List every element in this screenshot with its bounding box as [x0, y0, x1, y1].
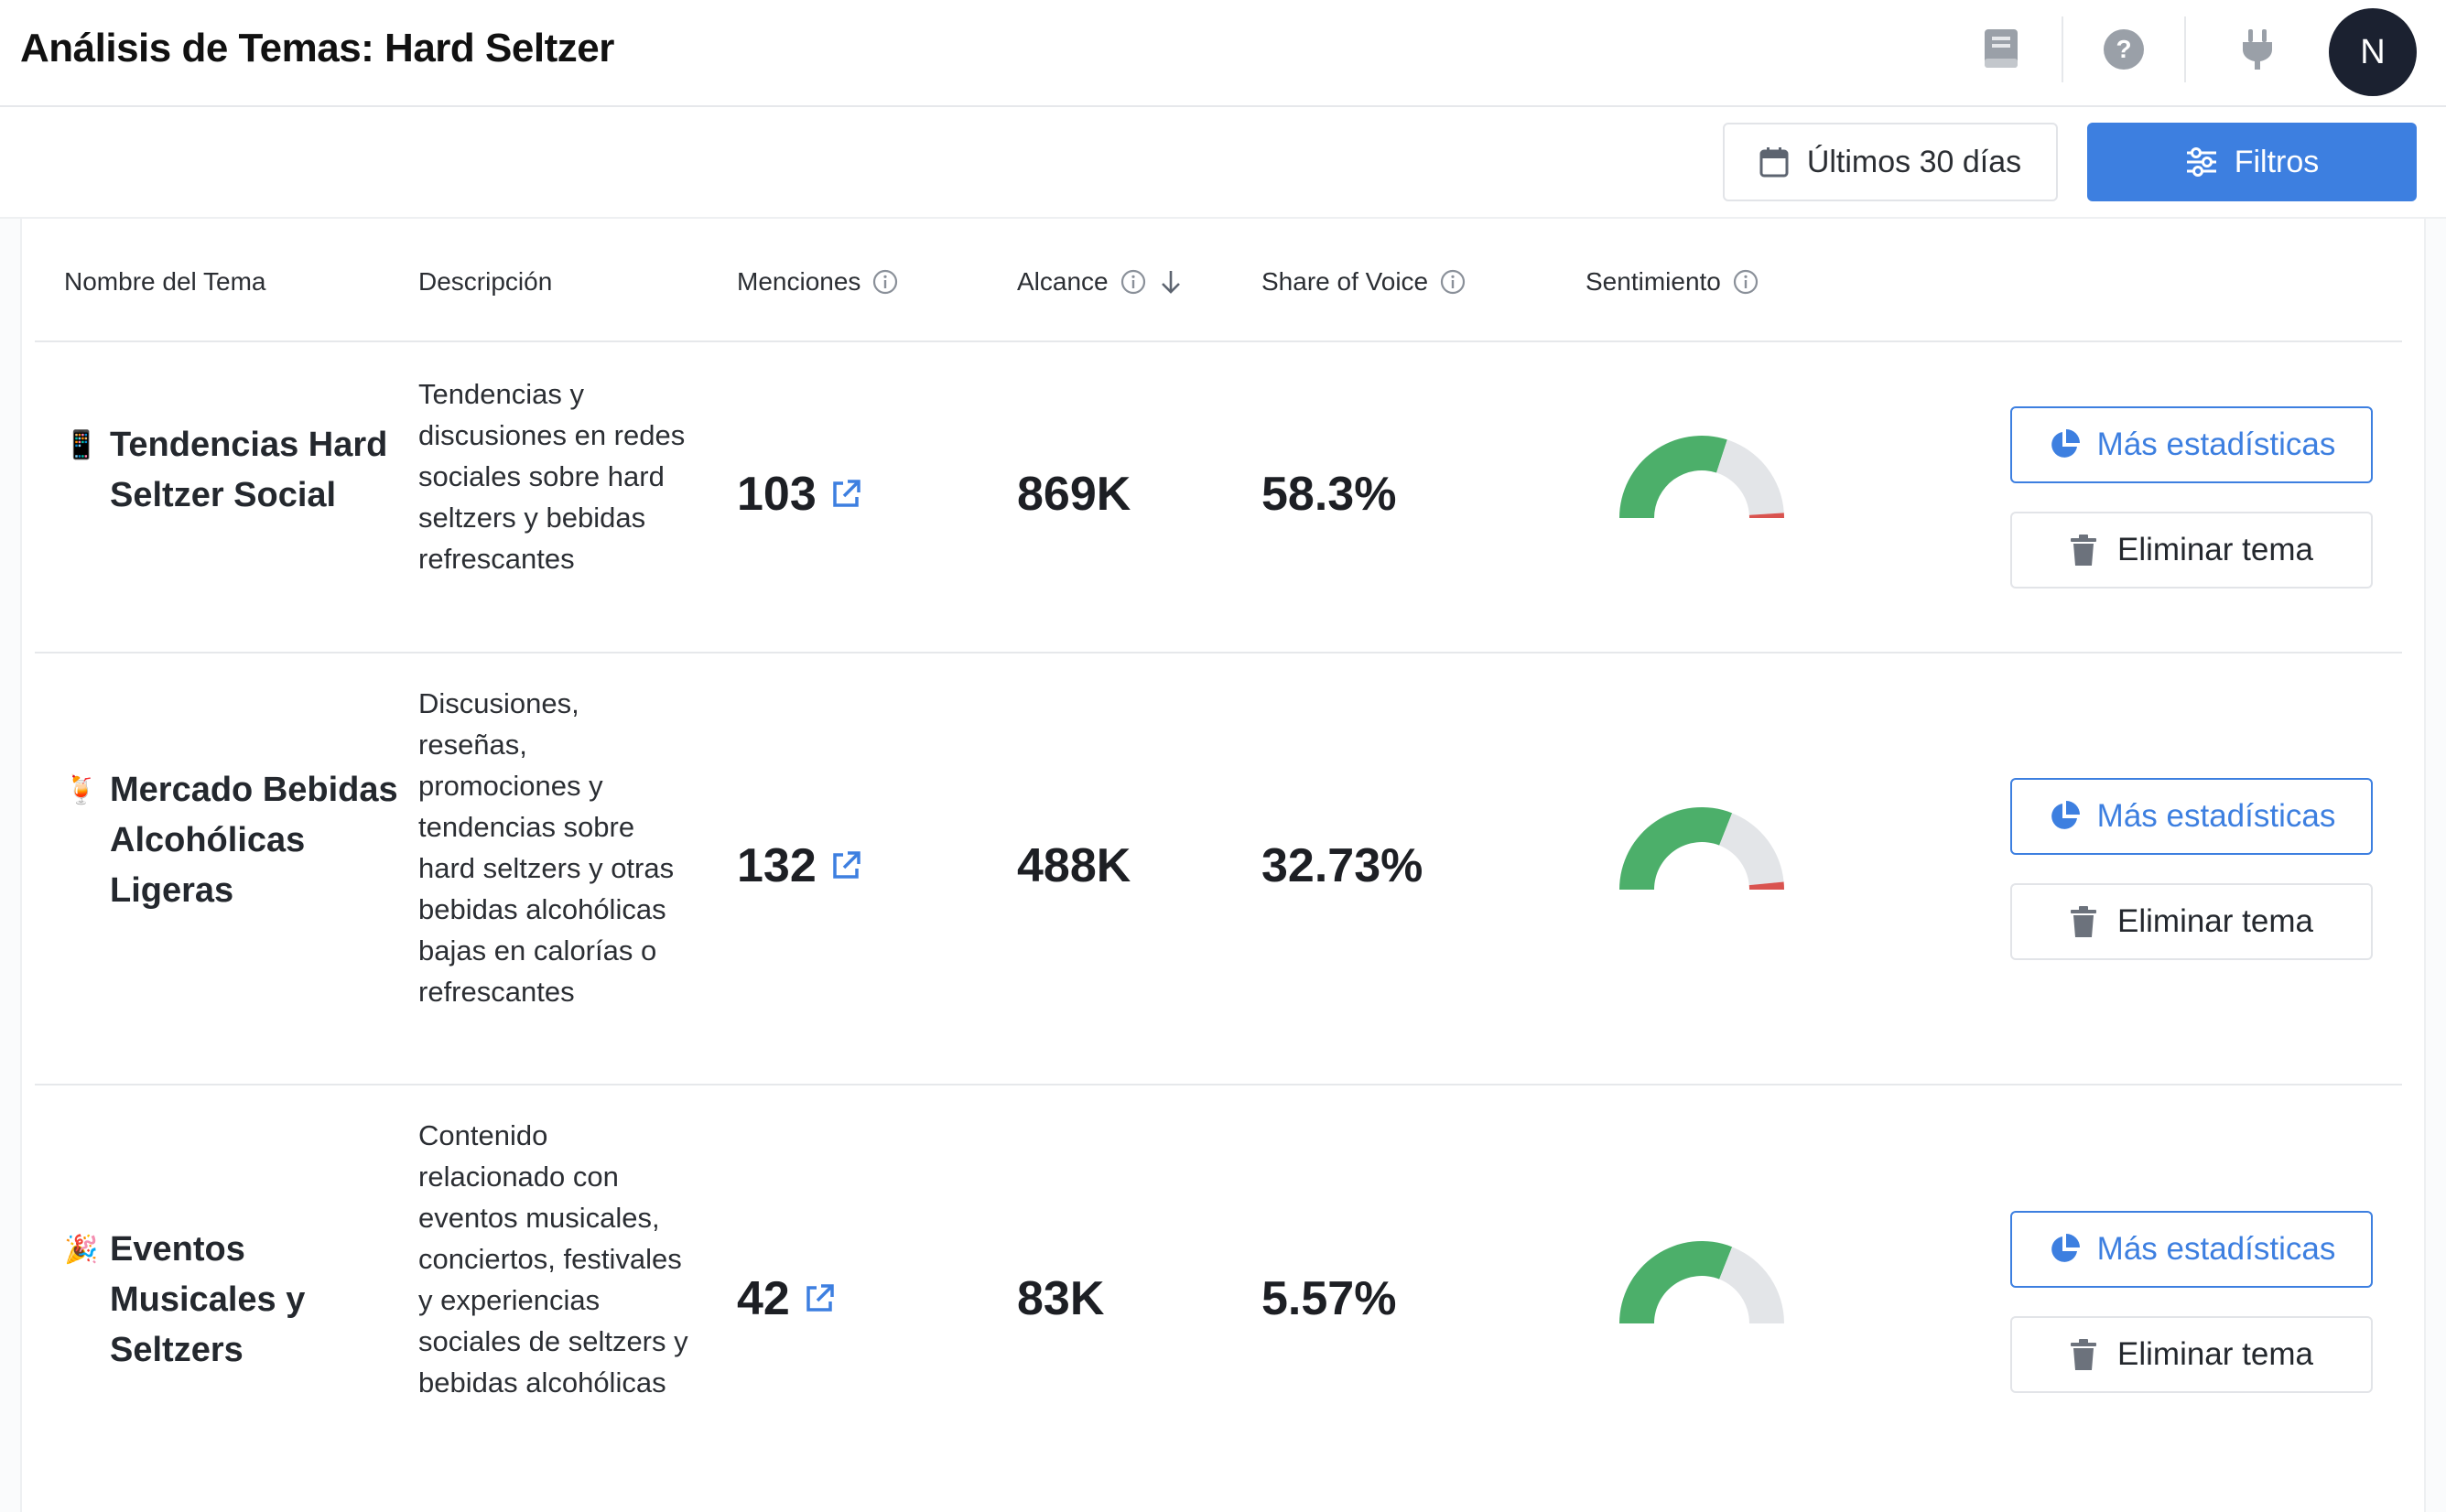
mentions-value[interactable]: 132 [737, 838, 864, 893]
share-of-voice-value: 5.57% [1261, 1272, 1397, 1325]
header-divider [2184, 16, 2186, 82]
trash-icon [2071, 535, 2097, 566]
info-icon[interactable] [1120, 268, 1147, 296]
topic-description: Discusiones, reseñas, promociones y tend… [418, 687, 675, 1008]
delete-topic-button[interactable]: Eliminar tema [2010, 883, 2373, 960]
delete-topic-button[interactable]: Eliminar tema [2010, 1316, 2373, 1393]
trash-icon [2071, 906, 2097, 937]
share-of-voice-value: 58.3% [1261, 468, 1397, 521]
column-header-name[interactable]: Nombre del Tema [64, 267, 266, 296]
svg-text:?: ? [2116, 35, 2131, 63]
info-icon[interactable] [1732, 268, 1759, 296]
date-range-label: Últimos 30 días [1806, 144, 2022, 179]
pie-chart-icon [2051, 429, 2080, 458]
column-header-mentions[interactable]: Menciones [737, 267, 899, 297]
mentions-value[interactable]: 103 [737, 467, 864, 522]
topic-name: Mercado Bebidas Alcohólicas Ligeras [110, 771, 398, 910]
trash-icon [2071, 1339, 2097, 1370]
filters-button[interactable]: Filtros [2087, 123, 2417, 201]
page-background [0, 219, 20, 1512]
phone-icon: 📱 [64, 430, 99, 460]
sentiment-neutral-arc [1716, 439, 1784, 515]
page-background [2426, 219, 2446, 1512]
sentiment-negative-arc [1748, 881, 1784, 890]
external-link-icon[interactable] [828, 848, 864, 884]
topic-description: Tendencias y discusiones en redes social… [418, 378, 686, 575]
sentiment-gauge [1619, 807, 1784, 890]
reach-value: 869K [1017, 468, 1131, 521]
book-icon[interactable] [1972, 20, 2030, 79]
more-stats-button[interactable]: Más estadísticas [2010, 778, 2373, 855]
column-header-share-of-voice[interactable]: Share of Voice [1261, 267, 1467, 297]
topic-name: Eventos Musicales y Seltzers [110, 1230, 306, 1369]
top-bar: Análisis de Temas: Hard Seltzer ? N [0, 0, 2446, 107]
sentiment-gauge [1619, 1241, 1784, 1323]
header-divider [2062, 16, 2063, 82]
sentiment-neutral-arc [1719, 1247, 1784, 1323]
external-link-icon[interactable] [828, 476, 864, 513]
info-icon[interactable] [871, 268, 899, 296]
external-link-icon[interactable] [801, 1280, 838, 1317]
plug-icon[interactable] [2228, 20, 2287, 79]
info-icon[interactable] [1439, 268, 1467, 296]
share-of-voice-value: 32.73% [1261, 839, 1423, 892]
toolbar: Últimos 30 días Filtros [0, 107, 2446, 219]
sliders-icon [2186, 147, 2216, 177]
sentiment-positive-arc [1619, 1241, 1733, 1323]
pie-chart-icon [2051, 801, 2080, 829]
topic-name: Tendencias Hard Seltzer Social [110, 426, 388, 514]
page-title: Análisis de Temas: Hard Seltzer [20, 26, 614, 70]
row-divider [35, 1084, 2402, 1085]
column-header-sentiment[interactable]: Sentimiento [1586, 267, 1759, 297]
help-icon[interactable]: ? [2094, 20, 2153, 79]
filters-label: Filtros [2234, 144, 2320, 179]
more-stats-button[interactable]: Más estadísticas [2010, 1211, 2373, 1288]
sentiment-gauge [1619, 436, 1784, 518]
cocktail-icon: 🍹 [64, 775, 99, 805]
more-stats-button[interactable]: Más estadísticas [2010, 406, 2373, 483]
column-header-description: Descripción [418, 267, 553, 296]
mentions-value[interactable]: 42 [737, 1271, 838, 1326]
column-header-reach[interactable]: Alcance [1017, 267, 1184, 297]
date-range-button[interactable]: Últimos 30 días [1723, 123, 2058, 201]
delete-topic-button[interactable]: Eliminar tema [2010, 512, 2373, 589]
sentiment-neutral-arc [1719, 813, 1784, 886]
user-avatar[interactable]: N [2329, 8, 2417, 96]
reach-value: 488K [1017, 839, 1131, 892]
reach-value: 83K [1017, 1272, 1105, 1325]
sort-descending-icon[interactable] [1158, 268, 1184, 296]
header-divider [35, 340, 2402, 342]
calendar-icon [1759, 147, 1789, 178]
sentiment-negative-arc [1748, 513, 1784, 518]
party-popper-icon: 🎉 [64, 1235, 99, 1265]
sentiment-positive-arc [1619, 807, 1733, 890]
pie-chart-icon [2051, 1234, 2080, 1262]
row-divider [35, 652, 2402, 653]
sentiment-positive-arc [1619, 436, 1727, 518]
topic-description: Contenido relacionado con eventos musica… [418, 1119, 688, 1399]
